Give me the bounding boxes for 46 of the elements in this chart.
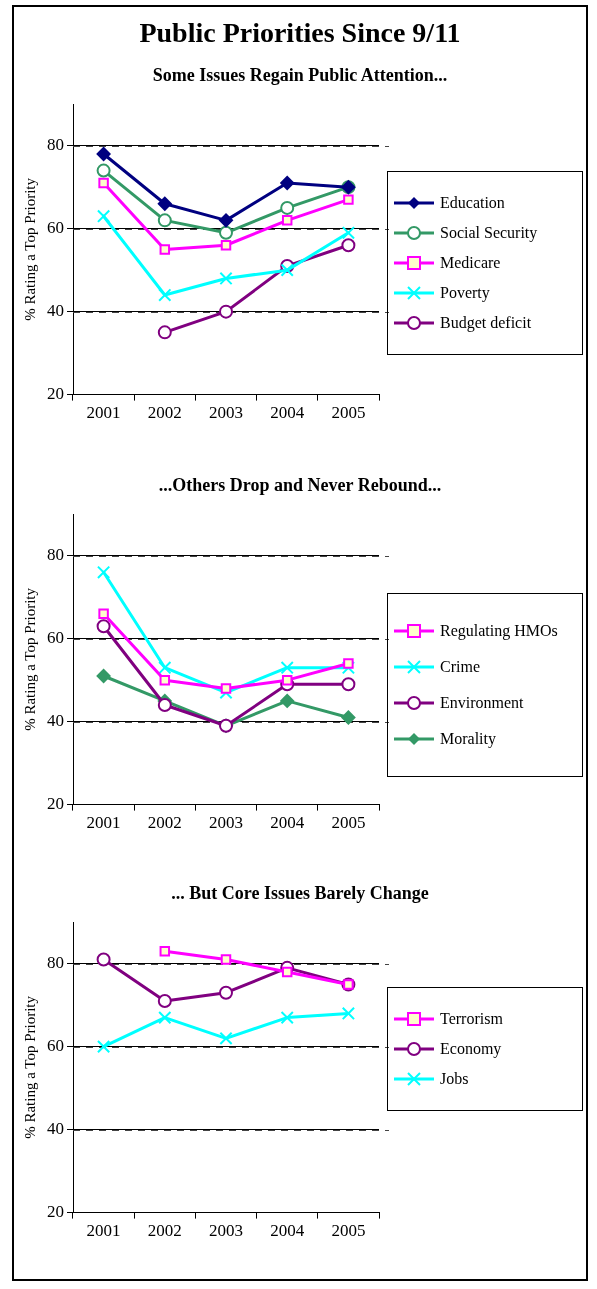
chart-title: ...Others Drop and Never Rebound...: [157, 474, 443, 497]
x-tick-label: 2003: [209, 403, 243, 423]
y-tick-label: 80: [47, 135, 64, 155]
x-tick-label: 2002: [147, 1221, 182, 1241]
x-tick-label: 2004: [270, 403, 305, 423]
x-tick-label: 2004: [270, 1221, 305, 1241]
chart-title: Public Priorities Since 9/11: [138, 16, 462, 50]
x-tick-label: 2005: [331, 403, 366, 423]
y-tick-label: 40: [47, 301, 64, 321]
legend-label: Economy: [440, 1040, 502, 1058]
x-tick-label: 2003: [209, 813, 243, 833]
x-tick-label: 2005: [331, 813, 366, 833]
chart-subtitle: Some Issues Regain Public Attention...: [151, 64, 449, 87]
legend-label: Regulating HMOs: [440, 622, 558, 640]
legend-label: Environment: [440, 694, 524, 712]
y-tick-label: 40: [47, 711, 64, 731]
y-axis-title: % Rating a Top Priority: [21, 177, 38, 321]
legend-label: Morality: [440, 730, 496, 748]
legend-label: Medicare: [440, 254, 501, 272]
legend-label: Social Security: [440, 224, 538, 242]
y-tick-label: 80: [47, 953, 64, 973]
x-tick-label: 2005: [331, 1221, 366, 1241]
x-tick-label: 2001: [86, 813, 121, 833]
legend-label: Jobs: [440, 1070, 469, 1088]
y-tick-label: 60: [47, 1036, 64, 1056]
legend-label: Poverty: [440, 284, 490, 302]
x-tick-label: 2001: [86, 1221, 121, 1241]
x-tick-label: 2002: [147, 403, 182, 423]
y-tick-label: 20: [47, 1202, 64, 1222]
x-tick-label: 2003: [209, 1221, 243, 1241]
y-tick-label: 80: [47, 545, 64, 565]
y-tick-label: 60: [47, 218, 64, 238]
legend-label: Terrorism: [440, 1010, 503, 1028]
x-tick-label: 2002: [147, 813, 182, 833]
x-tick-label: 2004: [270, 813, 305, 833]
y-tick-label: 40: [47, 1119, 64, 1139]
legend-label: Budget deficit: [440, 314, 532, 332]
x-tick-label: 2001: [86, 403, 121, 423]
y-axis-title: % Rating a Top Priority: [21, 995, 38, 1139]
chart-title: ... But Core Issues Barely Change: [170, 882, 430, 905]
y-axis-title: % Rating a Top Priority: [21, 587, 38, 731]
legend-label: Crime: [440, 658, 480, 676]
legend-label: Education: [440, 194, 505, 212]
y-tick-label: 60: [47, 628, 64, 648]
y-tick-label: 20: [47, 794, 64, 814]
y-tick-label: 20: [47, 384, 64, 404]
